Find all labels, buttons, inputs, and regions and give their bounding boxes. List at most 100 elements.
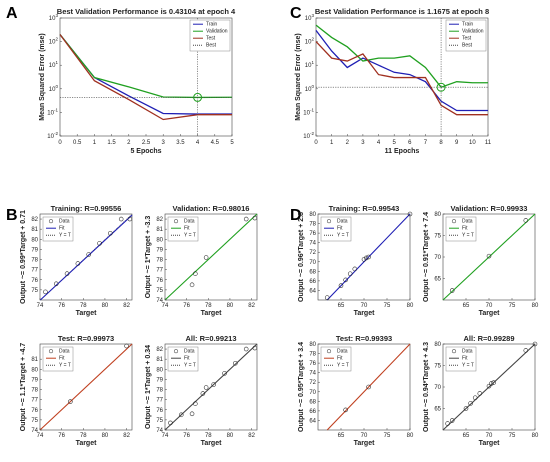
reg-d-6-data-point xyxy=(366,254,371,260)
perf-c-xtick-label: 3 xyxy=(361,140,365,146)
reg-d-6-ytick-label: 80 xyxy=(309,212,316,218)
reg-d-6-fit-line xyxy=(326,213,411,301)
perf-c-legend-label: Train xyxy=(462,22,473,28)
reg-b-3-ytick-label: 82 xyxy=(156,217,163,223)
reg-b-4-data-point xyxy=(124,343,129,349)
reg-b-5-data-point xyxy=(193,401,198,406)
reg-d-7-data-point xyxy=(449,288,455,293)
perf-c-legend-label: Test xyxy=(462,36,472,42)
reg-d-7-title: Validation: R=0.99933 xyxy=(451,204,528,213)
perf-a-xtick-label: 5 xyxy=(230,140,234,146)
reg-b-4-legend-label: Fit xyxy=(59,356,65,362)
reg-d-8-xtick-label: 80 xyxy=(407,433,414,439)
reg-d-8-legend-box xyxy=(320,346,352,372)
reg-b-3-ytick-label: 76 xyxy=(156,278,163,284)
perf-c-xtick-label: 7 xyxy=(424,140,428,146)
reg-b-3-ylabel: Output ~= 1*Target + -3.3 xyxy=(145,216,152,299)
reg-d-7-xtick-label: 70 xyxy=(486,303,493,309)
reg-b-2-ytick-label: 76 xyxy=(31,278,38,284)
perf-a-ytick-label: 10-2 xyxy=(47,131,58,140)
reg-b-3-legend-box xyxy=(167,216,199,242)
perf-c-xlabel: 11 Epochs xyxy=(385,148,420,155)
perf-c-legend-label: Best xyxy=(462,43,473,49)
reg-b-2-data-point xyxy=(97,241,102,246)
reg-d-7-legend-label: Data xyxy=(462,219,473,225)
reg-b-5-legend-label: Fit xyxy=(184,356,190,362)
reg-b-2-legend-label: Y = T xyxy=(59,233,71,239)
perf-c-ytick-label: 100 xyxy=(305,84,315,93)
reg-b-5-ytick-label: 75 xyxy=(156,418,163,424)
reg-b-4-ytick-label: 75 xyxy=(31,418,38,424)
perf-c-title: Best Validation Performance is 1.1675 at… xyxy=(315,7,489,16)
reg-b-2-legend-label: Fit xyxy=(59,226,65,232)
reg-b-2-data-point xyxy=(53,281,59,287)
reg-d-7-xtick-label: 80 xyxy=(532,303,539,309)
reg-b-4-ytick-label: 78 xyxy=(31,388,38,394)
reg-b-5-data-point xyxy=(168,420,173,426)
reg-d-9-xtick-label: 75 xyxy=(509,433,516,439)
reg-b-4-ylabel: Output ~= 1.1*Target + -4.7 xyxy=(20,343,27,431)
reg-d-9-data-point xyxy=(523,348,529,353)
perf-a-best-point xyxy=(193,92,203,102)
perf-c-ylabel: Mean Squared Error (mse) xyxy=(295,33,302,121)
reg-b-4-legend-marker xyxy=(48,349,54,354)
perf-c-series-validation xyxy=(315,24,488,88)
reg-d-8-ytick-label: 70 xyxy=(309,390,316,396)
reg-d-8-ytick-label: 74 xyxy=(309,371,316,377)
perf-a-legend-box xyxy=(189,19,231,52)
perf-a-legend-label: Validation xyxy=(206,29,228,35)
reg-b-5-data-point xyxy=(200,391,206,396)
reg-b-5-ylabel: Output ~= 1*Target + 0.34 xyxy=(145,345,152,429)
reg-d-9-xlabel: Target xyxy=(479,440,501,447)
perf-a-ytick-label: 100 xyxy=(49,84,59,93)
reg-b-2-ylabel: Output ~= 0.99*Target + 0.71 xyxy=(20,210,27,304)
perf-a-series-test xyxy=(59,34,232,121)
reg-b-3-legend-marker xyxy=(173,219,179,224)
reg-d-6-ytick-label: 70 xyxy=(309,260,316,266)
perf-a-xlabel: 5 Epochs xyxy=(130,148,161,155)
reg-d-6-legend-marker xyxy=(326,219,332,224)
reg-d-6-legend-box xyxy=(320,216,352,242)
reg-b-2-xtick-label: 80 xyxy=(102,303,109,309)
reg-b-4-ytick-label: 77 xyxy=(31,398,38,404)
perf-a-xtick-label: 4.5 xyxy=(211,140,220,146)
reg-b-4-legend-label: Data xyxy=(59,349,70,355)
reg-b-3-legend-label: Y = T xyxy=(184,233,196,239)
reg-b-4-xtick-label: 80 xyxy=(102,433,109,439)
reg-d-9-xtick-label: 70 xyxy=(486,433,493,439)
reg-d-6-data-point xyxy=(324,295,330,300)
reg-b-4-fit-line xyxy=(39,343,133,431)
reg-d-9-data-point xyxy=(489,381,494,386)
reg-d-6-ytick-label: 64 xyxy=(309,288,316,294)
panel-label-b: B xyxy=(6,207,18,224)
reg-d-7-ytick-label: 75 xyxy=(434,234,441,240)
reg-b-3-title: Validation: R=0.98016 xyxy=(173,204,250,213)
reg-b-3-data-point xyxy=(203,255,209,260)
reg-d-8-legend-marker xyxy=(326,349,332,354)
reg-b-5-legend-label: Y = T xyxy=(184,363,196,369)
reg-b-4-legend-box xyxy=(42,346,74,372)
reg-b-2-title: Training: R=0.99556 xyxy=(51,204,122,213)
reg-d-8-title: Test: R=0.99393 xyxy=(336,334,392,343)
reg-d-9-legend-label: Y = T xyxy=(462,363,474,369)
reg-d-9-ytick-label: 65 xyxy=(434,407,441,413)
reg-b-5-data-point xyxy=(203,385,209,390)
reg-d-6-title: Training: R=0.99543 xyxy=(329,204,400,213)
reg-d-8-xlabel: Target xyxy=(354,440,376,447)
reg-b-4-data-point xyxy=(68,399,73,404)
reg-d-6-xtick-label: 80 xyxy=(407,303,414,309)
reg-d-7-xtick-label: 75 xyxy=(509,303,516,309)
reg-b-4-legend-label: Y = T xyxy=(59,363,71,369)
reg-d-9-fit-line xyxy=(442,343,536,431)
perf-a-ylabel: Mean Squared Error (mse) xyxy=(39,33,46,121)
perf-c-ytick-label: 101 xyxy=(305,60,315,69)
reg-d-9-data-point xyxy=(532,341,538,347)
perf-c-ytick-label: 10-1 xyxy=(303,107,314,116)
perf-a-series-validation xyxy=(59,34,233,99)
perf-a-legend-label: Best xyxy=(206,43,217,49)
reg-d-8-data-point xyxy=(343,407,348,413)
reg-d-9-legend-marker xyxy=(451,349,457,354)
perf-c-xtick-label: 11 xyxy=(485,140,492,146)
